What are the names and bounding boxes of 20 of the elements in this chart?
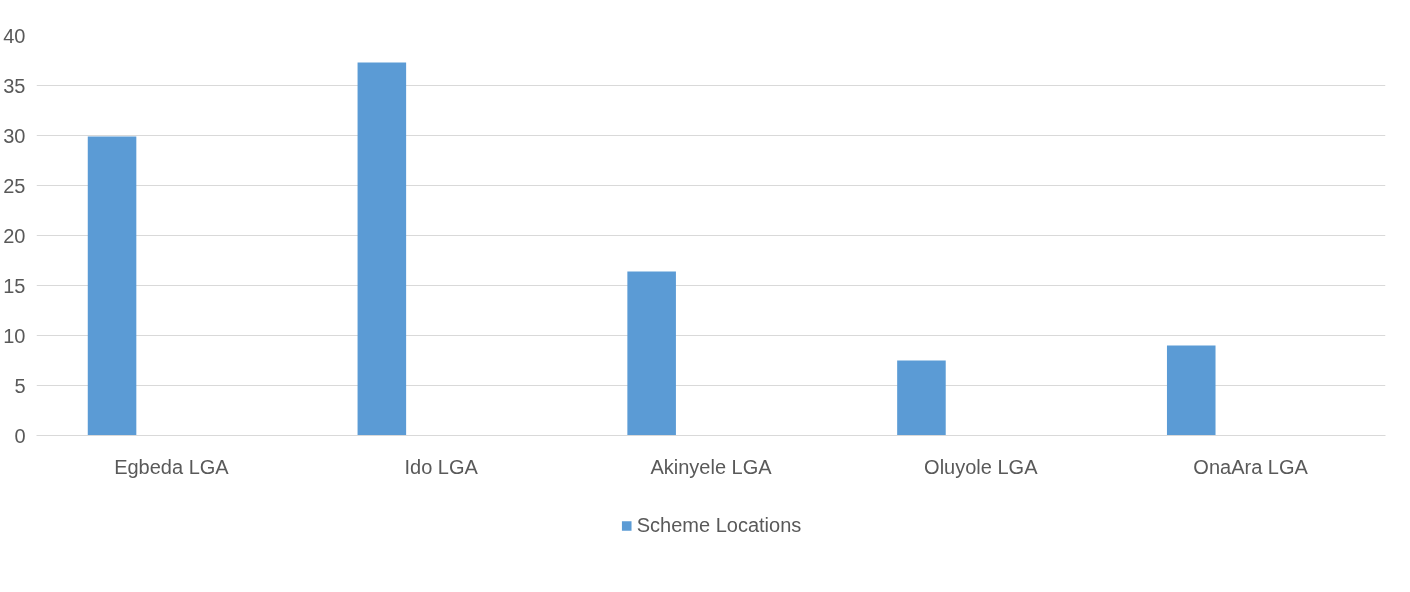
bar bbox=[897, 360, 946, 436]
y-tick-label: 35 bbox=[3, 74, 26, 97]
bar bbox=[627, 271, 676, 436]
bar bbox=[357, 62, 407, 436]
y-tick-label: 20 bbox=[3, 224, 26, 247]
x-tick-label: Ido LGA bbox=[404, 455, 479, 478]
y-tick-label: 10 bbox=[3, 324, 26, 347]
bar bbox=[87, 136, 137, 436]
x-tick-label: OnaAra LGA bbox=[1193, 455, 1309, 478]
y-tick-label: 0 bbox=[14, 424, 26, 447]
legend-label: Scheme Locations bbox=[636, 513, 802, 537]
x-tick-label: Oluyole LGA bbox=[924, 455, 1039, 478]
x-tick-label: Akinyele LGA bbox=[650, 455, 773, 478]
y-tick-label: 5 bbox=[14, 374, 26, 397]
bar bbox=[1166, 345, 1216, 436]
y-tick-label: 25 bbox=[3, 174, 26, 197]
x-tick-label: Egbeda LGA bbox=[114, 455, 230, 478]
y-tick-label: 15 bbox=[3, 274, 26, 297]
y-tick-label: 40 bbox=[3, 24, 26, 47]
y-tick-label: 30 bbox=[3, 124, 26, 147]
